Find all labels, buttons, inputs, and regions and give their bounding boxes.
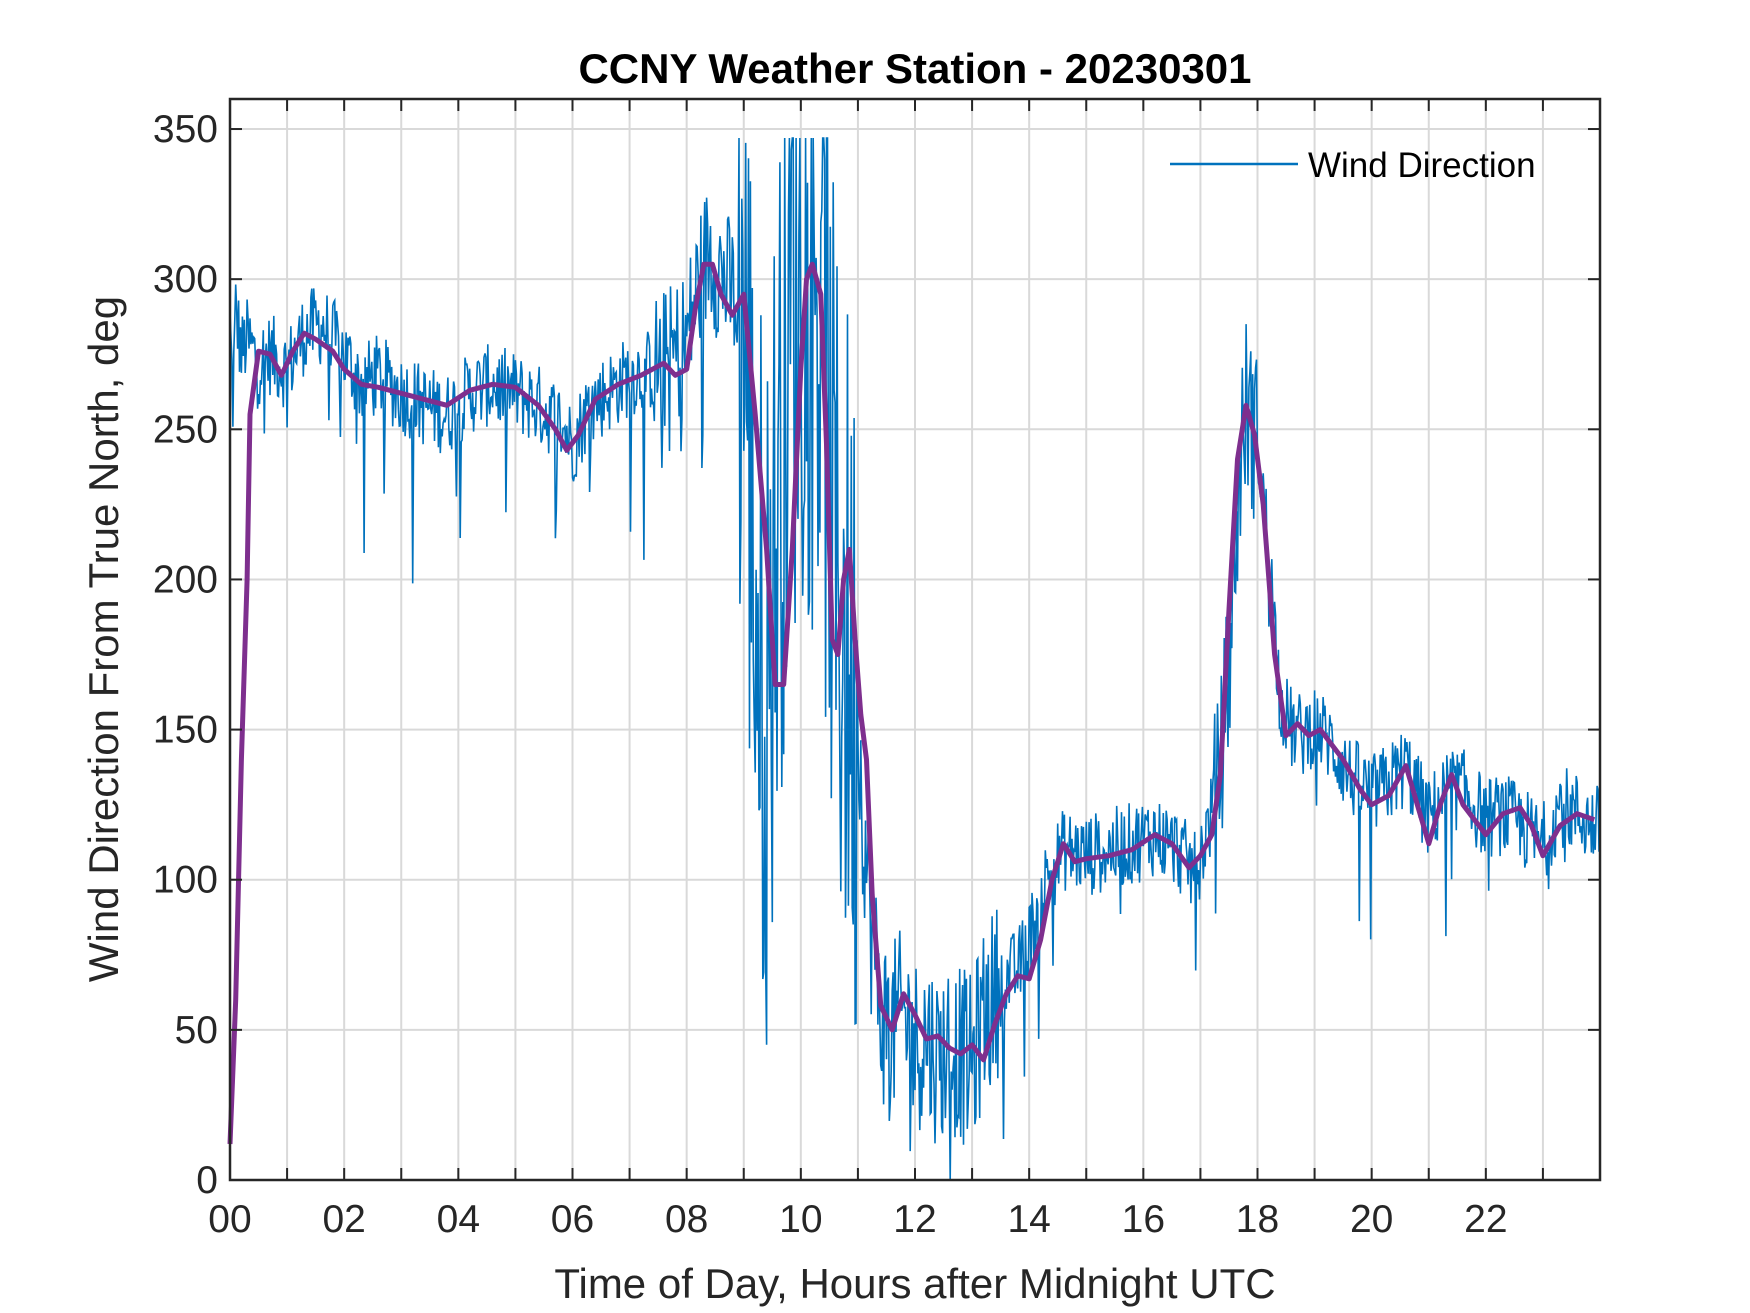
y-tick-label: 300 bbox=[153, 258, 218, 301]
ticks bbox=[230, 99, 1600, 1181]
y-tick-label: 350 bbox=[153, 108, 218, 151]
tick-labels: 00 02 04 06 08 10 12 14 16 18 20 22 0 50 100 150 200 250 3… bbox=[153, 108, 1508, 1241]
x-tick-label: 12 bbox=[893, 1198, 936, 1241]
series-smoothed bbox=[227, 261, 1596, 1145]
series-wind-direction bbox=[229, 137, 1600, 1181]
x-tick-label: 16 bbox=[1122, 1198, 1165, 1241]
x-tick-label: 08 bbox=[665, 1198, 708, 1241]
y-tick-label: 250 bbox=[153, 408, 218, 451]
x-tick-label: 14 bbox=[1007, 1198, 1050, 1241]
series-layer bbox=[227, 137, 1600, 1181]
x-tick-label: 18 bbox=[1236, 1198, 1279, 1241]
x-axis-label: Time of Day, Hours after Midnight UTC bbox=[554, 1260, 1275, 1307]
x-tick-label: 00 bbox=[208, 1198, 251, 1241]
x-tick-label: 22 bbox=[1464, 1198, 1507, 1241]
y-tick-label: 50 bbox=[175, 1009, 218, 1052]
legend: Wind Direction bbox=[1170, 146, 1536, 185]
grid bbox=[230, 99, 1600, 1180]
y-tick-label: 150 bbox=[153, 709, 218, 752]
chart-title: CCNY Weather Station - 20230301 bbox=[578, 45, 1251, 92]
y-tick-label: 200 bbox=[153, 558, 218, 601]
x-tick-label: 10 bbox=[779, 1198, 822, 1241]
x-tick-label: 02 bbox=[322, 1198, 365, 1241]
y-axis-label: Wind Direction From True North, deg bbox=[80, 296, 127, 982]
y-tick-label: 100 bbox=[153, 859, 218, 902]
x-tick-label: 06 bbox=[551, 1198, 594, 1241]
x-tick-label: 20 bbox=[1350, 1198, 1393, 1241]
legend-label-wind-direction: Wind Direction bbox=[1308, 146, 1536, 185]
y-tick-label: 0 bbox=[196, 1159, 218, 1202]
x-tick-label: 04 bbox=[437, 1198, 480, 1241]
